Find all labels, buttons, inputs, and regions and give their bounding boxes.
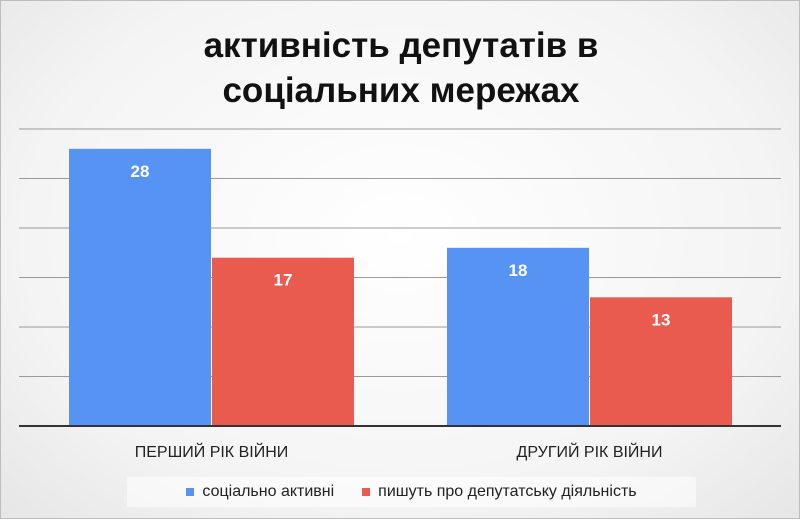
chart-legend: соціально активні пишуть про депутатську… — [127, 477, 696, 507]
legend-item-deputy-activity: пишуть про депутатську діяльність — [362, 483, 637, 501]
chart-title: активність депутатів в соціальних мережа… — [1, 23, 800, 113]
data-label: 28 — [131, 162, 150, 181]
data-label: 13 — [652, 310, 671, 329]
data-label: 18 — [509, 261, 528, 280]
legend-item-social-active: соціально активні — [186, 483, 334, 501]
legend-swatch-deputy-activity — [362, 488, 371, 496]
chart-title-line-1: активність депутатів в — [203, 26, 599, 65]
x-tick-label: ДРУГИЙ РІК ВІЙНИ — [517, 442, 663, 461]
legend-label-deputy-activity: пишуть про депутатську діяльність — [378, 483, 637, 500]
bar — [69, 148, 211, 427]
bar — [590, 297, 732, 426]
x-tick-label: ПЕРШИЙ РІК ВІЙНИ — [135, 442, 289, 461]
bar — [212, 257, 354, 426]
legend-label-social-active: соціально активні — [202, 483, 335, 500]
bar — [447, 247, 589, 426]
legend-swatch-social-active — [186, 488, 195, 496]
chart-title-line-2: соціальних мережах — [222, 71, 580, 110]
data-label: 17 — [274, 271, 293, 290]
